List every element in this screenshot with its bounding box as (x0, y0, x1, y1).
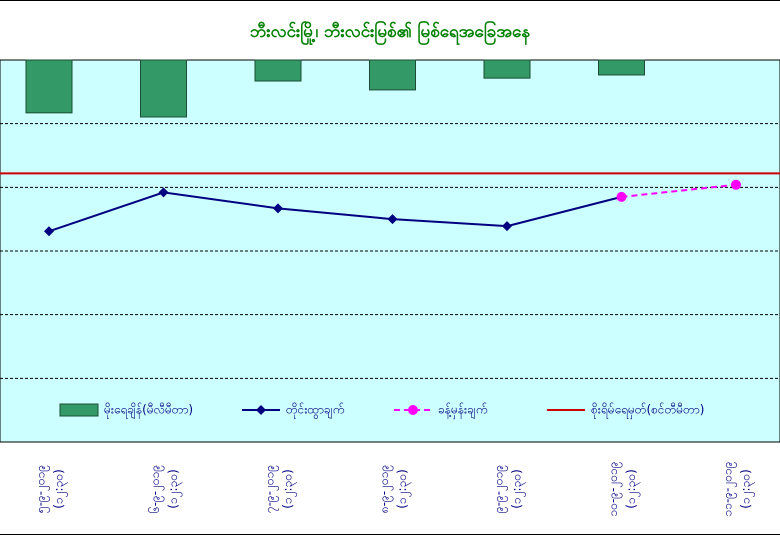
chart-title: ဘီးလင်းမြို့၊ ဘီးလင်းမြစ်၏ မြစ်ရေအခြေအနေ (249, 19, 530, 46)
bar (369, 59, 416, 91)
x-tick-label: (၁၂:၃၀) (52, 469, 69, 509)
legend-label: တိုင်းထွာချက် (286, 402, 344, 420)
x-tick-label: ၈-၉-၂၀၁၉ (377, 465, 394, 513)
x-tick-label: (၁၂:၃၀) (281, 469, 298, 509)
bar (254, 59, 302, 82)
x-tick-label-group: ၇-၉-၂၀၁၉ (၁၂:၃၀) (263, 465, 298, 513)
x-tick-label: (၁၂:၃၀) (510, 469, 527, 509)
x-tick-label-group: ၁၀-၉-၂၀၁၉ (၁၂:၃၀) (606, 461, 641, 516)
marker (387, 214, 398, 225)
x-tick-label: ၇-၉-၂၀၁၉ (263, 465, 280, 513)
marker (502, 221, 512, 232)
x-tick-label-group: ၈-၉-၂၀၁၉ (၁၂:၃၀) (377, 465, 412, 513)
marker (273, 203, 283, 214)
x-tick-label-group: ၆-၉-၂၀၁၉ (၁၂:၃၀) (147, 465, 183, 513)
x-tick-label: (၁၂:၃၀) (739, 469, 756, 509)
x-tick-label: (၁၂:၃၀) (624, 469, 641, 509)
x-tick-label: ၉-၉-၂၀၁၉ (492, 465, 509, 513)
bar (25, 59, 73, 114)
legend-label: စိုးရိမ်ရေမှတ်(စင်တီမီတာ) (591, 402, 704, 420)
marker (158, 187, 169, 198)
legend-marker (408, 405, 418, 415)
marker (44, 226, 54, 237)
series-line (621, 183, 737, 198)
x-tick-label: ၁၀-၉-၂၀၁၉ (606, 461, 623, 516)
x-tick-label-group: ၁၁-၉-၂၀၁၉ (၁၂:၃၀) (721, 461, 756, 516)
bar (598, 59, 645, 76)
marker (731, 179, 741, 190)
legend-label: မိုးရေချိန်(မီလီမီတာ) (104, 402, 193, 420)
legend-swatch (59, 403, 99, 417)
x-tick-label-group: ၅-၉-၂၀၁၉ (၁၂:၃၀) (34, 465, 69, 513)
x-tick-label-group: ၉-၉-၂၀၁၉ (၁၂:၃၀) (492, 465, 527, 513)
bar (140, 59, 187, 118)
x-tick-label: ၁၁-၉-၂၀၁၉ (721, 461, 738, 516)
legend-label: ခန့်မှန်းချက် (438, 402, 487, 420)
x-tick-label: ၆-၉-၂၀၁၉ (147, 465, 165, 513)
series-line (48, 191, 622, 233)
marker (616, 191, 627, 202)
x-tick-label: (၁၂:၃၀) (395, 469, 412, 509)
bar (483, 59, 531, 79)
x-tick-label: ၅-၉-၂၀၁၉ (34, 465, 51, 513)
x-tick-label: (၁၂:၃၀) (166, 469, 183, 509)
legend-marker (256, 405, 266, 415)
